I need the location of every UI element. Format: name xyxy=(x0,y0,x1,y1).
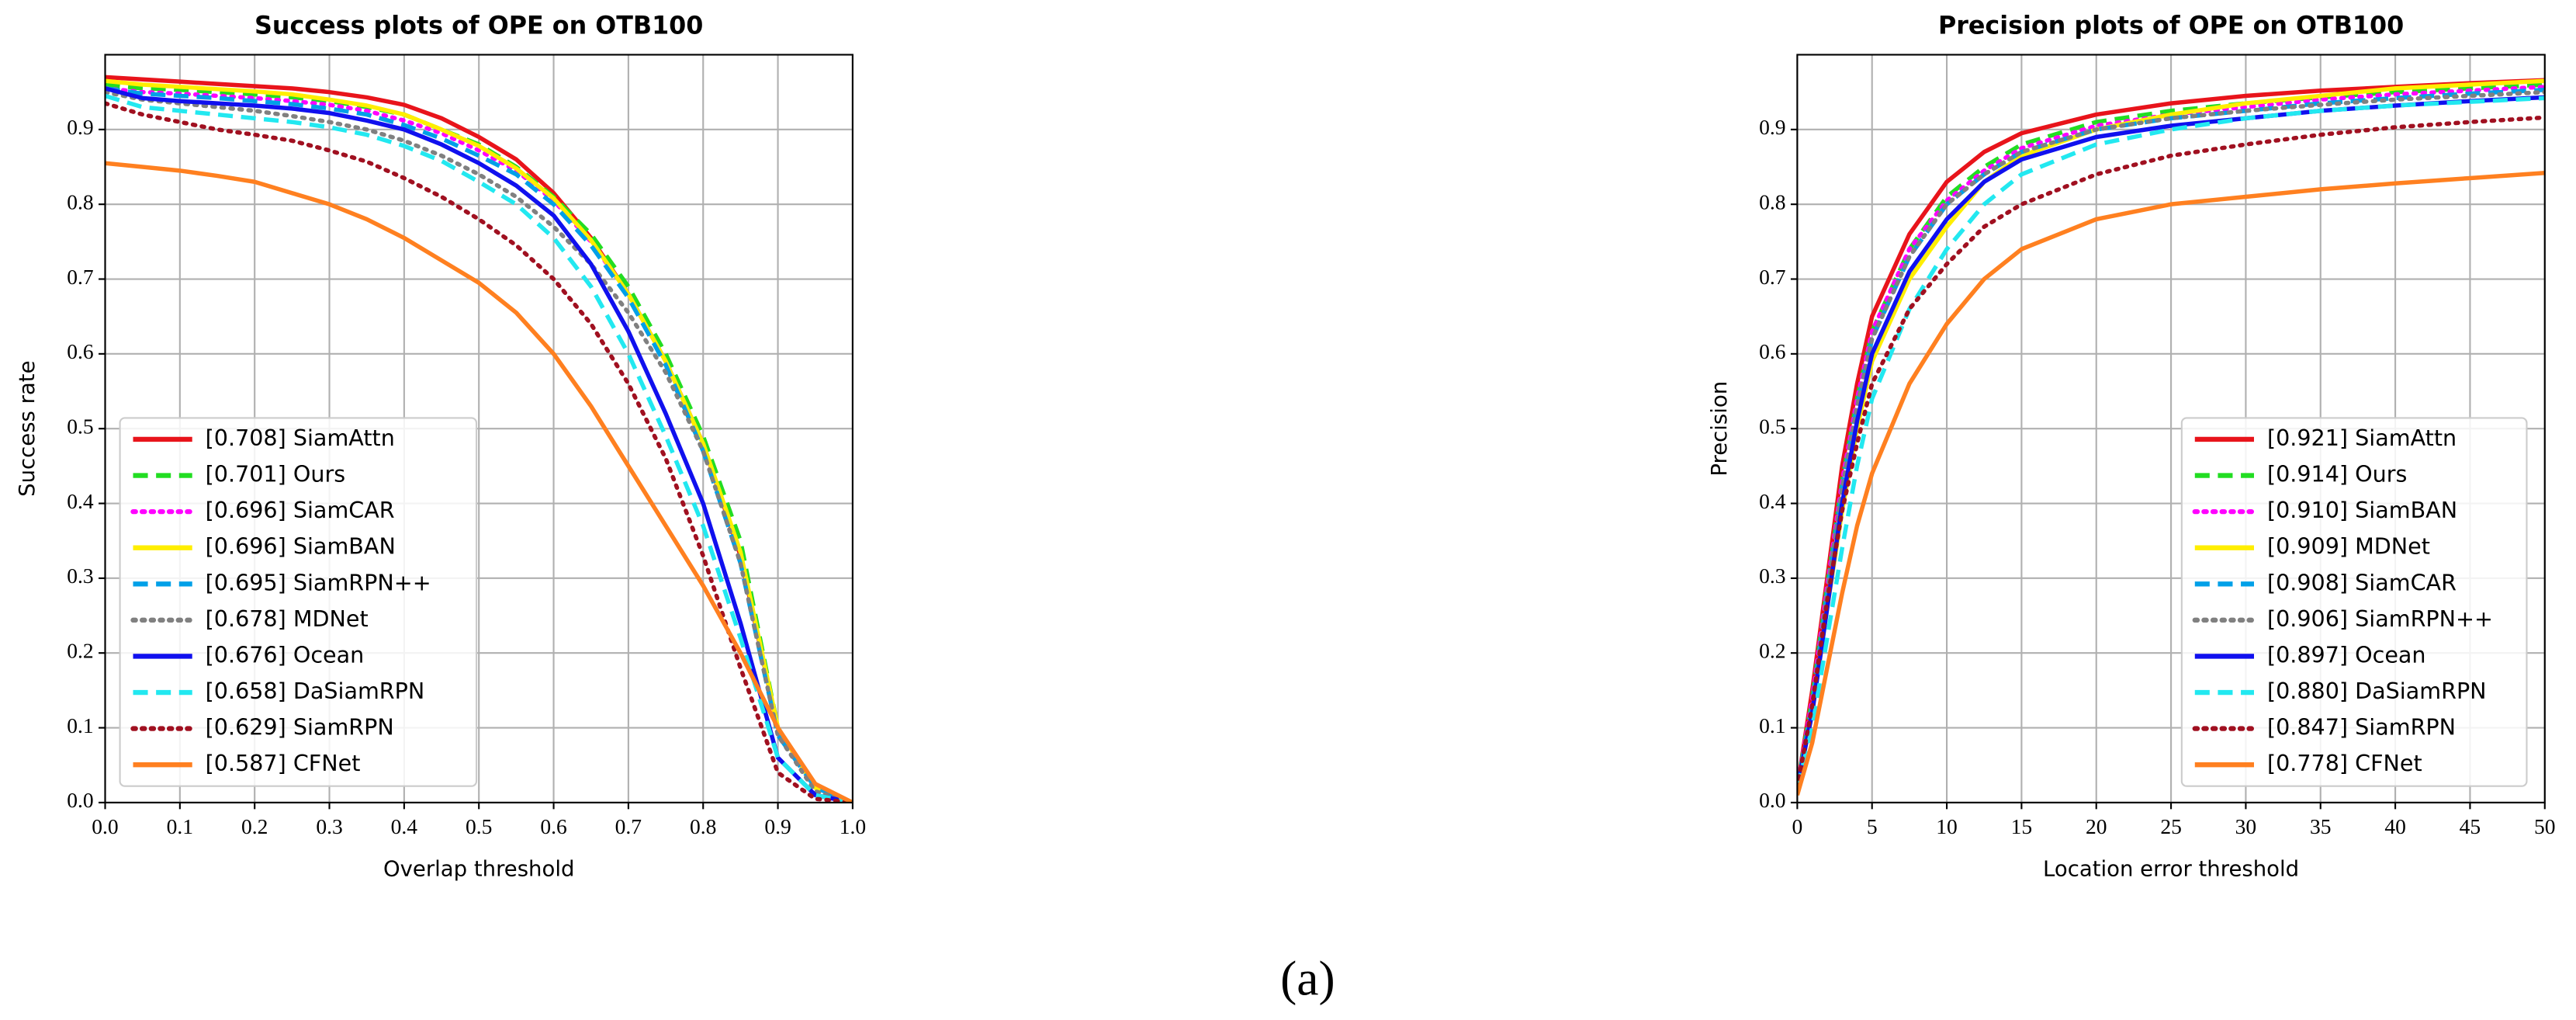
x-tick-label: 5 xyxy=(1867,814,1878,838)
y-tick-label: 0.9 xyxy=(1759,115,1785,139)
chart-title: Success plots of OPE on OTB100 xyxy=(254,12,703,40)
x-tick-label: 20 xyxy=(2086,814,2107,838)
x-axis-label: Overlap threshold xyxy=(383,857,575,882)
x-tick-label: 50 xyxy=(2534,814,2556,838)
y-tick-label: 0.2 xyxy=(1759,639,1785,663)
y-tick-label: 0.1 xyxy=(1759,713,1785,737)
legend-label: [0.678] MDNet xyxy=(206,605,369,632)
y-axis-label: Success rate xyxy=(15,360,40,496)
x-tick-label: 0.3 xyxy=(316,814,342,838)
series-line xyxy=(105,86,853,803)
y-tick-label: 0.5 xyxy=(1759,415,1785,439)
x-tick-label: 45 xyxy=(2460,814,2481,838)
x-tick-label: 1.0 xyxy=(840,814,866,838)
x-tick-label: 0.6 xyxy=(540,814,566,838)
x-tick-label: 40 xyxy=(2384,814,2406,838)
legend-label: [0.629] SiamRPN xyxy=(206,714,394,741)
plot-frame xyxy=(104,54,853,803)
legend-label: [0.910] SiamBAN xyxy=(2267,497,2457,523)
plot-frame xyxy=(1796,54,2546,803)
x-tick-label: 0.0 xyxy=(92,814,118,838)
legend-label: [0.658] DaSiamRPN xyxy=(206,678,425,704)
series-line xyxy=(105,93,853,803)
y-tick-label: 0.4 xyxy=(67,489,94,513)
x-tick-label: 30 xyxy=(2235,814,2257,838)
legend-label: [0.696] SiamCAR xyxy=(206,497,395,523)
x-tick-label: 15 xyxy=(2011,814,2033,838)
y-tick-label: 0.3 xyxy=(1759,564,1785,588)
x-tick-label: 10 xyxy=(1936,814,1958,838)
chart-title: Precision plots of OPE on OTB100 xyxy=(1938,12,2404,40)
series-line xyxy=(1797,89,2545,790)
series-line xyxy=(105,78,853,803)
legend-label: [0.847] SiamRPN xyxy=(2267,714,2456,741)
y-tick-label: 0.0 xyxy=(67,788,93,812)
series-line xyxy=(1797,95,2545,789)
y-tick-label: 0.9 xyxy=(67,115,93,139)
legend-box xyxy=(2180,417,2528,787)
legend-label: [0.695] SiamRPN++ xyxy=(206,569,431,595)
y-tick-label: 0.5 xyxy=(67,415,93,439)
series-line xyxy=(1797,82,2545,789)
y-tick-label: 0.8 xyxy=(67,189,93,213)
x-tick-label: 0.1 xyxy=(167,814,193,838)
y-tick-label: 0.7 xyxy=(1759,265,1785,289)
x-tick-label: 0.8 xyxy=(690,814,716,838)
x-tick-label: 25 xyxy=(2160,814,2182,838)
legend-label: [0.914] Ours xyxy=(2267,461,2407,487)
series-line xyxy=(105,89,853,803)
series-line xyxy=(105,86,853,803)
legend-label: [0.906] SiamRPN++ xyxy=(2267,605,2493,632)
legend-label: [0.696] SiamBAN xyxy=(206,533,396,560)
legend-label: [0.701] Ours xyxy=(206,461,345,487)
x-tick-label: 0.7 xyxy=(615,814,642,838)
y-tick-label: 0.0 xyxy=(1759,788,1785,812)
x-axis-label: Location error threshold xyxy=(2043,857,2299,882)
legend-label: [0.880] DaSiamRPN xyxy=(2267,678,2487,704)
y-tick-label: 0.6 xyxy=(67,339,93,363)
legend-label: [0.921] SiamAttn xyxy=(2267,425,2457,451)
chart: 0 5 10 15 20 25 30 35 40 45 50 0.0 0.1 0.2 0.3 0.4 0.5 0.… xyxy=(1707,12,2556,882)
y-tick-label: 0.7 xyxy=(67,265,93,289)
y-tick-label: 0.3 xyxy=(67,564,93,588)
legend-label: [0.908] SiamCAR xyxy=(2267,569,2457,595)
y-tick-label: 0.4 xyxy=(1759,489,1786,513)
y-tick-label: 0.6 xyxy=(1759,339,1785,363)
x-tick-label: 0.5 xyxy=(466,814,492,838)
legend-label: [0.778] CFNet xyxy=(2267,750,2422,776)
series-line xyxy=(1797,170,2545,796)
caption: (a) xyxy=(1280,950,1335,1005)
legend-label: [0.676] Ocean xyxy=(206,641,365,668)
y-axis-label: Precision xyxy=(1707,381,1732,477)
series-line xyxy=(105,161,853,803)
x-tick-label: 0.4 xyxy=(391,814,418,838)
legend-box xyxy=(119,417,478,787)
legend-label: [0.587] CFNet xyxy=(206,750,361,776)
y-tick-label: 0.2 xyxy=(67,639,93,663)
x-tick-label: 35 xyxy=(2310,814,2332,838)
legend-label: [0.909] MDNet xyxy=(2267,533,2430,560)
x-tick-label: 0 xyxy=(1792,814,1802,838)
x-tick-label: 0.9 xyxy=(764,814,791,838)
legend-label: [0.708] SiamAttn xyxy=(206,425,395,451)
legend-label: [0.897] Ocean xyxy=(2267,641,2426,668)
y-tick-label: 0.1 xyxy=(67,713,93,737)
y-tick-label: 0.8 xyxy=(1759,189,1785,213)
series-line xyxy=(1797,115,2545,790)
x-tick-label: 0.2 xyxy=(241,814,268,838)
chart: 0.0 0.1 0.2 0.3 0.4 0.5 0.6 0.7 0.8 0.9 1.0 0.0 0.1 0… xyxy=(15,12,866,882)
